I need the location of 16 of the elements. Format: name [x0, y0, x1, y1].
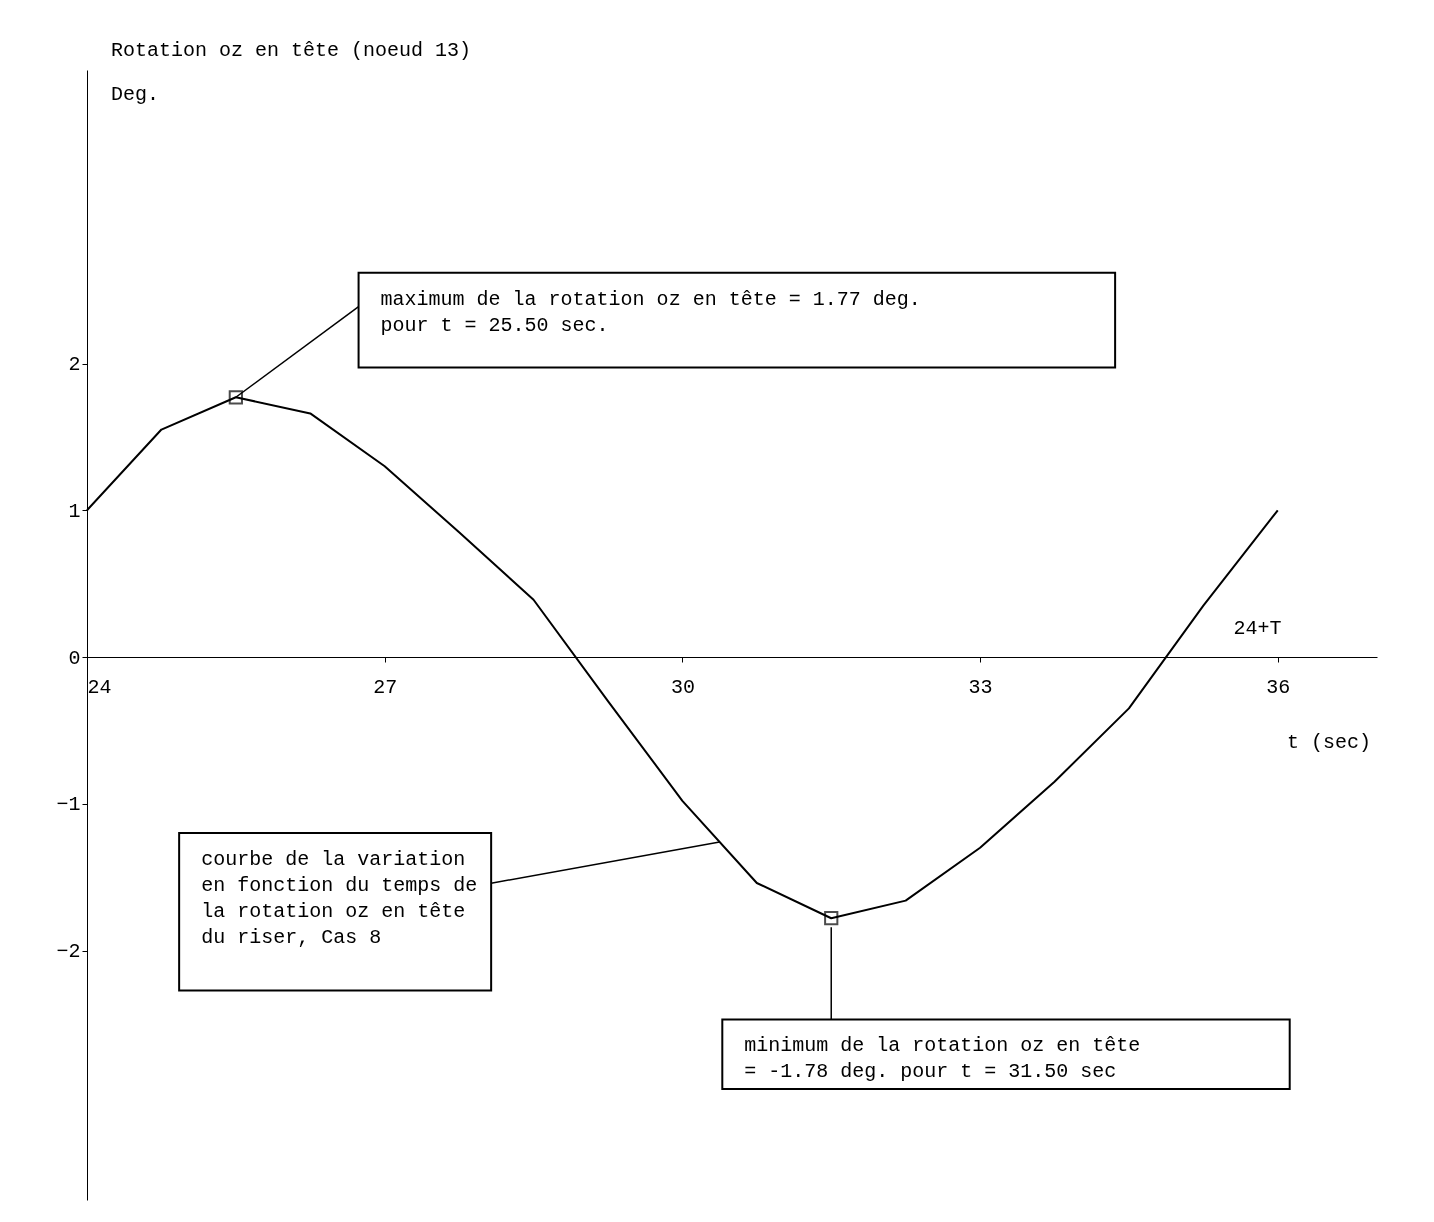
annotation: courbe de la variation en fonction du temps de la rotation oz en tête du riser, Cas 8	[201, 847, 478, 949]
y-axis-title: Rotation oz en tête (noeud 13) Deg.	[111, 39, 472, 106]
x-tick-label: 24	[87, 675, 112, 699]
x-tick-label: 33	[968, 675, 993, 699]
y-tick-label: −1	[56, 793, 81, 817]
y-tick-label: 1	[68, 499, 81, 523]
annotation: minimum de la rotation oz en tête = -1.78 deg. pour t = 31.50 sec	[744, 1034, 1141, 1084]
annotation: 24+T	[1233, 617, 1282, 641]
x-tick-label: 36	[1266, 675, 1291, 699]
x-axis-title: t (sec)	[1287, 731, 1372, 755]
annotation: maximum de la rotation oz en tête = 1.77 deg. pour t = 25.50 sec.	[380, 287, 921, 337]
x-tick-label: 30	[670, 675, 695, 699]
y-tick-label: −2	[56, 940, 81, 964]
y-tick-label: 0	[68, 646, 81, 670]
x-tick-label: 27	[373, 675, 398, 699]
y-tick-label: 2	[68, 353, 81, 377]
